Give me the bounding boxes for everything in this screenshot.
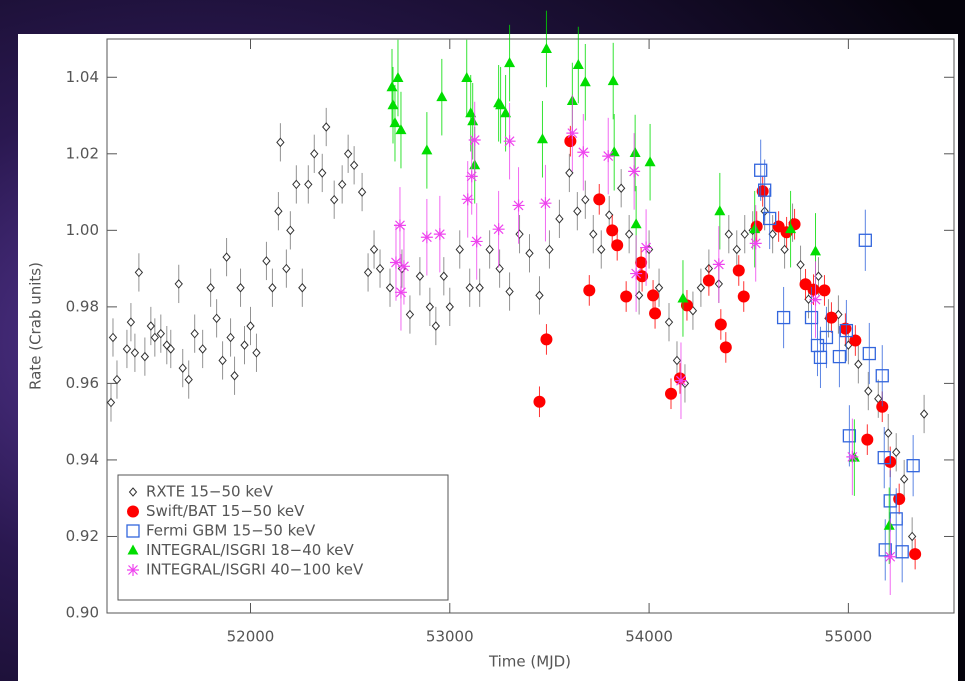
data-point xyxy=(630,268,642,280)
data-point xyxy=(640,242,652,254)
data-point xyxy=(471,235,483,247)
data-point xyxy=(807,284,819,296)
data-point xyxy=(539,197,551,209)
data-point xyxy=(395,286,407,298)
data-point xyxy=(703,274,715,286)
data-point xyxy=(469,134,481,146)
y-tick-label: 0.90 xyxy=(66,604,99,622)
data-point xyxy=(577,146,589,158)
data-point xyxy=(738,291,750,303)
data-point xyxy=(861,434,873,446)
x-tick-label: 54000 xyxy=(625,628,673,646)
data-point xyxy=(606,224,618,236)
data-point xyxy=(713,258,725,270)
data-point xyxy=(611,239,623,251)
data-point xyxy=(665,388,677,400)
data-point xyxy=(421,231,433,243)
data-point xyxy=(602,150,614,162)
data-point xyxy=(720,341,732,353)
x-tick-label: 52000 xyxy=(227,628,275,646)
data-point xyxy=(533,396,545,408)
data-point xyxy=(466,170,478,182)
y-tick-label: 1.00 xyxy=(66,221,99,239)
x-tick-label: 55000 xyxy=(825,628,873,646)
data-point xyxy=(884,551,896,563)
data-point xyxy=(647,289,659,301)
page: Time (MJD) Rate (Crab units) 0.90 0.92 0.9… xyxy=(0,0,965,681)
x-tick-label: 53000 xyxy=(426,628,474,646)
data-point xyxy=(583,284,595,296)
data-point xyxy=(398,260,410,272)
data-point xyxy=(733,265,745,277)
data-point xyxy=(635,256,647,268)
data-point xyxy=(649,307,661,319)
data-point xyxy=(846,451,858,463)
legend-label: INTEGRAL/ISGRI 18−40 keV xyxy=(146,541,354,559)
data-point xyxy=(818,284,830,296)
data-point xyxy=(675,375,687,387)
y-tick-label: 0.98 xyxy=(66,297,99,315)
y-tick-label: 1.04 xyxy=(66,68,99,86)
y-axis-label: Rate (Crab units) xyxy=(27,262,45,390)
data-point xyxy=(493,223,505,235)
data-point xyxy=(593,193,605,205)
data-point xyxy=(394,219,406,231)
chart: Time (MJD) Rate (Crab units) 0.90 0.92 0.9… xyxy=(0,0,965,681)
legend-marker xyxy=(127,506,139,518)
legend-label: Fermi GBM 15−50 keV xyxy=(146,522,316,540)
legend-label: Swift/BAT 15−50 keV xyxy=(146,502,305,520)
legend-label: RXTE 15−50 keV xyxy=(146,483,274,501)
data-point xyxy=(564,135,576,147)
legend-marker xyxy=(127,564,139,576)
data-point xyxy=(540,333,552,345)
data-point xyxy=(715,318,727,330)
data-point xyxy=(504,135,516,147)
data-point xyxy=(628,165,640,177)
data-point xyxy=(750,237,762,249)
data-point xyxy=(809,294,821,306)
x-axis-label: Time (MJD) xyxy=(488,653,571,671)
y-tick-label: 0.94 xyxy=(66,450,99,468)
data-point xyxy=(825,312,837,324)
data-point xyxy=(620,291,632,303)
data-point xyxy=(909,548,921,560)
y-tick-label: 0.92 xyxy=(66,527,99,545)
y-tick-label: 1.02 xyxy=(66,144,99,162)
data-point xyxy=(566,127,578,139)
data-point xyxy=(513,199,525,211)
data-point xyxy=(674,372,686,384)
data-point xyxy=(462,193,474,205)
y-tick-label: 0.96 xyxy=(66,374,99,392)
data-point xyxy=(434,228,446,240)
legend-label: INTEGRAL/ISGRI 40−100 keV xyxy=(146,561,364,579)
